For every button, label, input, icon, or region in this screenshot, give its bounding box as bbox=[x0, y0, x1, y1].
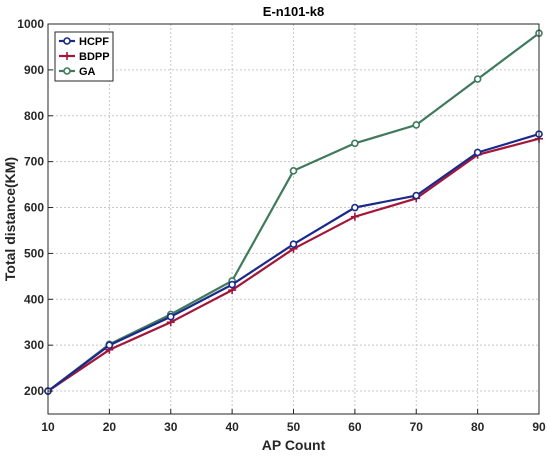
grid bbox=[48, 24, 539, 414]
x-tick-label: 90 bbox=[532, 420, 546, 434]
y-tick-label: 600 bbox=[24, 201, 44, 215]
series-marker bbox=[351, 203, 359, 212]
x-tick-label: 30 bbox=[164, 420, 178, 434]
y-tick-label: 400 bbox=[24, 292, 44, 306]
x-axis-label: AP Count bbox=[262, 437, 326, 453]
x-tick-label: 60 bbox=[348, 420, 362, 434]
series-marker bbox=[289, 167, 298, 175]
legend-label: GA bbox=[79, 66, 96, 78]
y-axis-label: Total distance(KM) bbox=[2, 157, 18, 281]
series-hcpf bbox=[44, 130, 543, 395]
chart-title: E-n101-k8 bbox=[263, 4, 324, 19]
legend-label: BDPP bbox=[79, 51, 110, 63]
y-tick-label: 700 bbox=[24, 155, 44, 169]
y-tick-label: 1000 bbox=[17, 17, 44, 31]
legend-item: GA bbox=[59, 66, 96, 78]
tick-layer: 10 20 30 40 50 60 70 80 90 200 300 400 500 600 700 800 9… bbox=[17, 17, 546, 434]
series-marker bbox=[63, 67, 71, 75]
legend-label: HCPF bbox=[79, 36, 109, 48]
series-marker bbox=[473, 148, 482, 157]
y-tick-label: 200 bbox=[24, 384, 44, 398]
series-marker bbox=[412, 121, 421, 129]
x-tick-label: 10 bbox=[41, 420, 55, 434]
x-tick-label: 70 bbox=[410, 420, 424, 434]
x-tick-label: 80 bbox=[471, 420, 485, 434]
series-layer bbox=[44, 29, 543, 396]
series-marker bbox=[63, 37, 71, 45]
y-tick-label: 800 bbox=[24, 109, 44, 123]
series-marker bbox=[473, 75, 482, 83]
legend-item: HCPF bbox=[59, 36, 109, 48]
y-tick-label: 300 bbox=[24, 338, 44, 352]
series-marker bbox=[166, 312, 175, 321]
x-tick-label: 40 bbox=[225, 420, 239, 434]
x-tick-label: 20 bbox=[103, 420, 117, 434]
series-marker bbox=[412, 191, 421, 200]
series-marker bbox=[105, 341, 114, 349]
x-tick-label: 50 bbox=[287, 420, 301, 434]
series-marker bbox=[289, 240, 298, 249]
legend-item: BDPP bbox=[59, 51, 110, 63]
series-marker bbox=[228, 280, 236, 289]
legend: HCPF BDPP GA bbox=[54, 31, 114, 82]
y-tick-label: 900 bbox=[24, 63, 44, 77]
series-marker bbox=[351, 139, 359, 148]
y-tick-label: 500 bbox=[24, 246, 44, 260]
